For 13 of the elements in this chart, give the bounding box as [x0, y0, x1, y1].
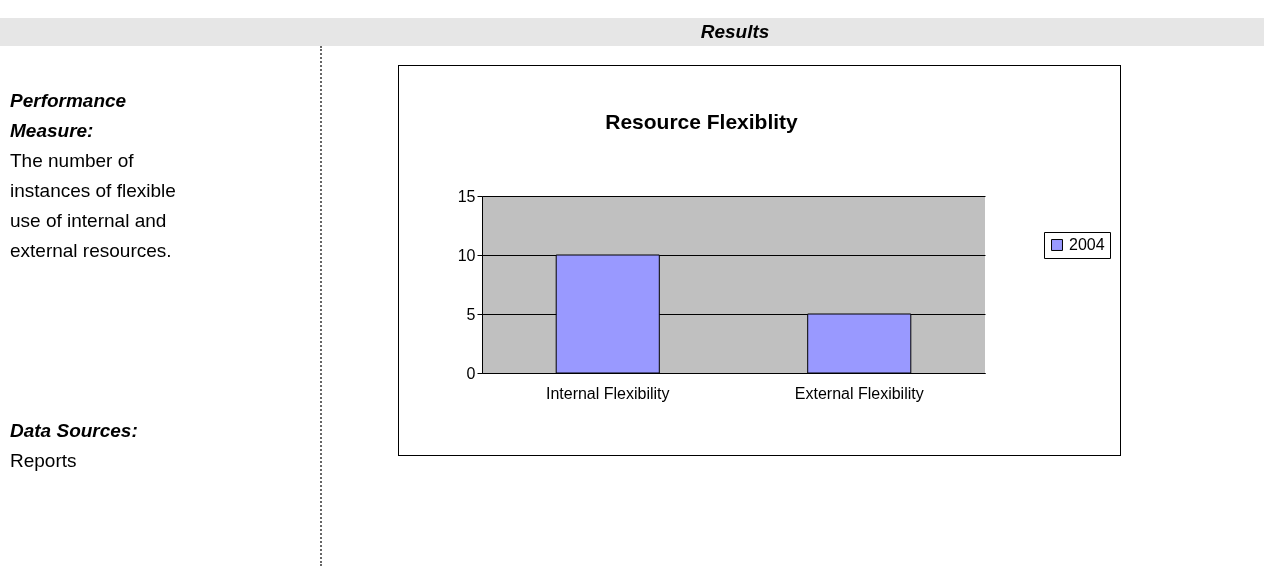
- chart-title: Resource Flexiblity: [605, 110, 799, 133]
- x-tick-label: Internal Flexibility: [545, 384, 670, 402]
- text: Results: [700, 21, 770, 42]
- text: The number of instances of flexible use of internal and external resources.: [10, 149, 177, 263]
- y-tick-label: 10: [457, 246, 476, 264]
- legend-label: 2004: [1069, 236, 1105, 253]
- text: Reports: [10, 449, 78, 473]
- text: Performance Measure:: [10, 89, 128, 143]
- x-tick-label: External Flexibility: [794, 384, 924, 402]
- y-tick-label: 5: [466, 305, 476, 323]
- text: Data Sources:: [10, 419, 139, 443]
- y-tick-label: 0: [466, 364, 476, 382]
- y-tick-label: 15: [457, 187, 476, 205]
